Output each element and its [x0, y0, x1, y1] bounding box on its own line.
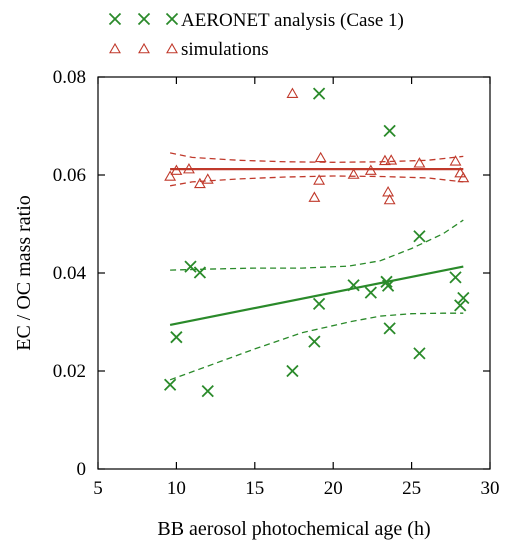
x-tick-label: 30	[481, 478, 500, 499]
legend-aeronet-marker	[165, 12, 179, 26]
marker-stroke	[413, 347, 426, 360]
aeronet-point	[449, 271, 462, 284]
simulations-point	[314, 151, 327, 163]
aeronet-point	[383, 322, 396, 335]
x-tick-label: 15	[245, 478, 264, 499]
marker-stroke	[383, 322, 396, 335]
marker-stroke	[457, 291, 470, 305]
simulations-point	[182, 163, 195, 174]
simulations-point	[378, 154, 391, 166]
fit-lines	[169, 152, 464, 381]
legend-aeronet-label: AERONET analysis (Case 1)	[181, 10, 404, 31]
aeronet-point	[347, 279, 360, 292]
simulations-point	[313, 174, 326, 185]
simulations-point	[385, 154, 398, 165]
marker-stroke	[286, 364, 299, 378]
simulations-point	[382, 186, 395, 197]
marker-stroke	[163, 378, 177, 391]
simulations-point	[286, 87, 299, 98]
x-axis-label: BB aerosol photochemical age (h)	[157, 518, 430, 540]
simulations-point	[164, 170, 177, 181]
simulations-point	[347, 168, 360, 179]
y-axis-label: EC / OC mass ratio	[13, 195, 35, 351]
aeronet-point	[413, 347, 426, 360]
x-tick-label: 25	[402, 478, 421, 499]
aeronet-point	[364, 286, 377, 299]
data-markers	[163, 87, 470, 398]
y-tick-label: 0.04	[53, 263, 87, 284]
marker-stroke	[347, 279, 360, 292]
aeronet-ci-upper	[170, 219, 464, 271]
simulations-point	[449, 155, 462, 166]
y-tick-label: 0.08	[53, 67, 86, 88]
legend-aeronet-marker	[108, 12, 122, 26]
legend-simulations-marker	[138, 42, 150, 54]
simulations-point	[383, 193, 396, 205]
x-tick-label: 10	[167, 478, 186, 499]
aeronet-point	[170, 331, 183, 344]
aeronet-point	[380, 275, 393, 288]
marker-stroke	[364, 286, 377, 299]
simulations-ci-lower	[169, 175, 464, 187]
marker-stroke	[454, 299, 467, 312]
legend: AERONET analysis (Case 1) simulations	[108, 10, 404, 60]
legend-simulations-marker	[166, 42, 178, 54]
aeronet-point	[286, 364, 299, 378]
aeronet-point	[454, 299, 467, 312]
legend-aeronet-marker	[137, 12, 151, 26]
aeronet-point	[201, 384, 214, 398]
marker-stroke	[381, 279, 395, 292]
aeronet-point	[381, 279, 395, 292]
marker-stroke	[170, 331, 183, 344]
aeronet-point	[312, 87, 326, 100]
simulations-point	[308, 191, 321, 202]
aeronet-point	[163, 378, 177, 391]
marker-stroke	[184, 260, 197, 273]
marker-stroke	[137, 12, 151, 26]
marker-stroke	[193, 266, 207, 279]
marker-stroke	[383, 124, 396, 138]
marker-stroke	[449, 271, 462, 284]
simulations-point	[364, 164, 377, 175]
y-tick-label: 0	[77, 459, 87, 480]
marker-stroke	[413, 230, 426, 243]
simulations-point	[454, 166, 467, 178]
axes: 5 10 15 20 25 30 0 0.02 0.04 0.06 0.08	[53, 67, 500, 499]
legend-simulations-marker	[109, 42, 121, 54]
x-tick-label: 5	[93, 478, 103, 499]
x-tick-label: 20	[324, 478, 343, 499]
aeronet-point	[184, 260, 197, 273]
simulations-point	[413, 157, 426, 168]
aeronet-point	[457, 291, 470, 305]
aeronet-point	[413, 230, 426, 243]
aeronet-ci-lower	[169, 312, 464, 381]
marker-stroke	[201, 384, 214, 398]
marker-stroke	[312, 87, 326, 100]
aeronet-point	[383, 124, 396, 138]
aeronet-point	[193, 266, 207, 279]
simulations-point	[457, 171, 470, 183]
marker-stroke	[308, 335, 321, 348]
simulations-point	[170, 164, 183, 175]
simulations-point	[201, 173, 214, 184]
aeronet-point	[308, 335, 321, 348]
marker-stroke	[380, 275, 393, 288]
aeronet-fit-line	[169, 265, 464, 326]
marker-stroke	[165, 12, 179, 26]
marker-stroke	[312, 297, 326, 311]
aeronet-point	[312, 297, 326, 311]
marker-stroke	[108, 12, 122, 26]
y-tick-label: 0.02	[53, 361, 86, 382]
legend-simulations-label: simulations	[181, 39, 269, 60]
simulations-ci-upper	[169, 152, 464, 163]
y-tick-label: 0.06	[53, 165, 86, 186]
